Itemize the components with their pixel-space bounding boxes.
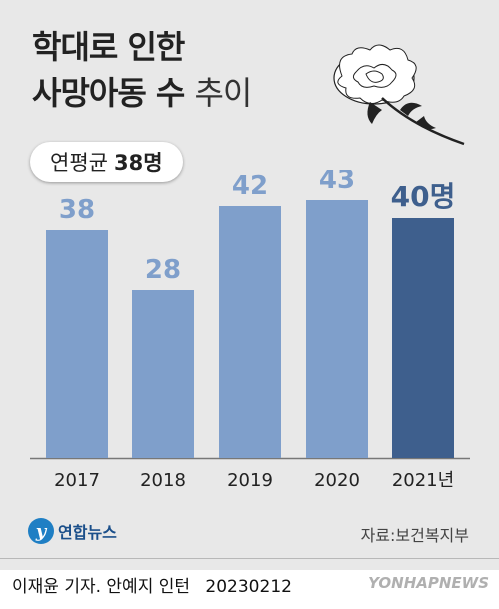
source-text: 자료:보건복지부 [360,526,469,545]
watermark: YONHAPNEWS [368,574,489,592]
credit-line: 이재윤 기자. 안예지 인턴 20230212 [12,572,292,597]
average-badge: 연평균 38명 [30,142,183,182]
bar-2019 [219,206,281,458]
chrysanthemum-icon [333,44,465,146]
logo-text: 연합뉴스 [58,523,117,542]
x-tick-label-2018: 2018 [140,470,186,491]
chart-title-line1: 학대로 인한 [32,28,185,66]
data-label-2018: 28 [145,255,181,285]
chart-title-light: 추이 [194,74,252,112]
bar-2017 [46,230,108,458]
data-label-2017: 38 [59,195,95,225]
bar-chart: 38 2017 28 2018 42 2019 43 2020 40명 2021년 [30,170,470,491]
x-tick-label-2021년: 2021년 [392,470,454,491]
average-value: 38명 [113,151,163,175]
footer-divider [0,558,499,559]
x-tick-label-2020: 2020 [314,470,360,491]
credit-date: 20230212 [205,577,292,597]
x-tick-label-2019: 2019 [227,470,273,491]
yonhap-logo-icon: y [28,518,54,544]
bar-2020 [306,200,368,458]
data-label-2021년: 40명 [391,180,456,213]
x-tick-label-2017: 2017 [54,470,100,491]
average-label: 연평균 [50,151,108,175]
chart-title-line2: 사망아동 수 추이 [32,68,252,114]
chart-title-bold: 사망아동 수 [32,74,185,112]
bar-2021년 [392,218,454,458]
data-label-2019: 42 [232,171,268,201]
data-label-2020: 43 [319,170,355,195]
bar-2018 [132,290,194,458]
credit-author: 이재윤 기자. 안예지 인턴 [12,577,191,597]
yonhap-logo: y 연합뉴스 [28,518,117,544]
